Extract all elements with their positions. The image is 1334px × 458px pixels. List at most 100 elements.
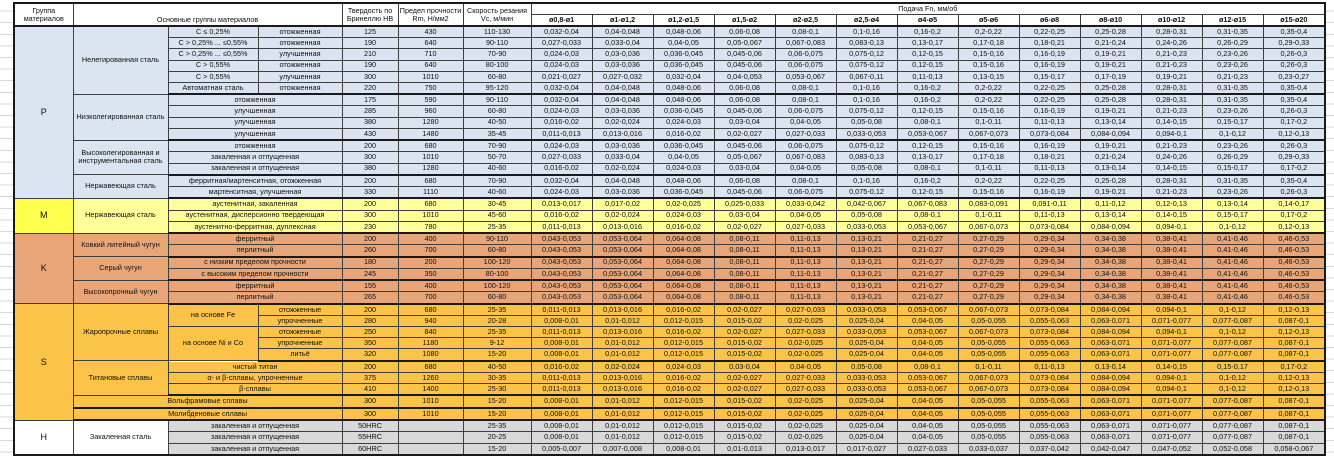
feed-value-cell: 0,03-0,04 (713, 116, 776, 129)
speed-cell: 25-30 (462, 383, 532, 397)
feed-value-cell: 0,008-0,01 (530, 431, 593, 444)
feed-value-cell: 0,18-0,21 (1018, 37, 1081, 50)
speed-cell: 15-20 (462, 442, 532, 456)
feed-value-cell: 0,073-0,084 (1018, 383, 1081, 397)
material-label-cell: закаленная и отпущенная (167, 162, 343, 176)
feed-value-cell: 0,27-0,29 (957, 279, 1020, 293)
feed-value-cell: 0,036-0,045 (652, 59, 715, 72)
feed-value-cell: 0,015-0,02 (713, 419, 776, 433)
feed-value-cell: 0,067-0,073 (957, 303, 1020, 316)
feed-value-cell: 0,013-0,017 (530, 197, 593, 211)
feed-value-cell: 0,024-0,03 (530, 48, 593, 61)
diameter-header-row: ø0,8-ø1 ø1-ø1,2 ø1,2-ø1,5 ø1,5-ø2 ø2-ø2,5 ø2,… (14, 13, 1326, 27)
feed-value-cell: 0,12-0,15 (896, 59, 959, 72)
feed-value-cell: 0,067-0,073 (957, 371, 1020, 385)
table-row: H Закаленная сталь закаленная и отпущенная… (13, 419, 1326, 456)
strength-cell: 350 (397, 267, 464, 282)
feed-value-cell: 0,027-0,033 (774, 326, 837, 339)
material-label-cell: упрочненные (257, 314, 343, 328)
feed-value-cell: 0,46-0,53 (1262, 279, 1326, 293)
feed-value-cell: 0,23-0,26 (1201, 186, 1264, 200)
material-label-cell: закаленная и отпущенная (167, 151, 343, 164)
feed-value-cell: 0,1-0,16 (835, 93, 898, 107)
header-strength: Предел прочности Rm, Н/мм2 (397, 2, 464, 27)
material-label-cell: с высоким пределом прочности (167, 267, 343, 282)
feed-value-cell: 0,027-0,033 (774, 303, 837, 316)
feed-value-cell: 0,071-0,077 (1140, 431, 1203, 444)
feed-value-cell: 0,087-0,1 (1262, 337, 1326, 350)
feed-value-cell: 0,087-0,1 (1262, 407, 1326, 422)
feed-value-cell: 0,11-0,13 (896, 70, 959, 83)
material-label-cell: отожженная (257, 37, 343, 50)
table-row: C > 0,25% ... ≤0,55% улучшенная 210 710 70-9… (14, 48, 1326, 61)
feed-value-cell: 0,15-0,17 (1201, 360, 1264, 373)
material-label-cell: Нержавеющая сталь (72, 197, 169, 234)
hardness-cell: 245 (341, 267, 399, 282)
feed-value-cell: 0,29-0,34 (1018, 232, 1081, 246)
feed-value-cell: 0,094-0,1 (1140, 383, 1203, 397)
feed-value-cell: 0,055-0,063 (1018, 337, 1081, 350)
feed-value-cell: 0,04-0,048 (591, 93, 654, 107)
feed-value-cell: 0,12-0,13 (1262, 303, 1326, 316)
feed-value-cell: 0,11-0,13 (774, 256, 837, 269)
feed-value-cell: 0,08-0,1 (774, 93, 837, 107)
header-diameter-range: ø15-ø20 (1262, 13, 1326, 27)
material-label-cell: аустенитно-ферритная, дуплексная (167, 220, 343, 235)
table-row: литьё 320 1080 15-20 0,008-0,01 0,01-0,012 0,0… (14, 348, 1326, 362)
material-label-cell: β-сплавы (167, 383, 343, 397)
feed-value-cell: 0,34-0,38 (1079, 267, 1142, 282)
material-label-cell: на основе Ni и Co (167, 326, 259, 362)
feed-value-cell: 0,063-0,071 (1079, 394, 1142, 409)
feed-value-cell: 0,027-0,032 (591, 70, 654, 83)
strength-cell: 960 (397, 105, 464, 118)
feed-value-cell: 0,1-0,16 (835, 174, 898, 188)
feed-value-cell: 0,025-0,04 (835, 419, 898, 433)
feed-value-cell: 0,15-0,17 (1201, 116, 1264, 129)
feed-value-cell: 0,22-0,25 (1018, 81, 1081, 96)
hardness-cell: 380 (341, 116, 399, 129)
speed-cell: 15-20 (462, 394, 532, 409)
feed-value-cell: 0,04-0,05 (774, 116, 837, 129)
feed-value-cell: 0,05-0,055 (957, 419, 1020, 433)
feed-value-cell: 0,064-0,08 (652, 232, 715, 246)
feed-value-cell: 0,11-0,13 (1018, 162, 1081, 176)
feed-value-cell: 0,41-0,46 (1201, 256, 1264, 269)
speed-cell: 60-80 (462, 70, 532, 83)
feed-value-cell: 0,015-0,02 (713, 431, 776, 444)
table-row: перлитный 260 700 60-80 0,043-0,053 0,053-0,0… (14, 244, 1326, 258)
feed-value-cell: 0,045-0,06 (713, 105, 776, 118)
feed-value-cell: 0,03-0,04 (713, 209, 776, 222)
table-row: упрочненные 350 1180 9-12 0,008-0,01 0,01-0,0… (14, 337, 1326, 350)
feed-value-cell: 0,016-0,02 (652, 383, 715, 397)
hardness-cell: 410 (341, 383, 399, 397)
hardness-cell: 285 (341, 105, 399, 118)
feed-value-cell: 0,08-0,11 (713, 256, 776, 269)
hardness-cell: 175 (341, 93, 399, 107)
feed-value-cell: 0,27-0,29 (957, 232, 1020, 246)
material-label-cell: Титановые сплавы (72, 360, 169, 396)
speed-cell: 30-35 (462, 371, 532, 385)
feed-value-cell: 0,055-0,063 (1018, 348, 1081, 362)
feed-value-cell: 0,41-0,46 (1201, 291, 1264, 305)
feed-value-cell: 0,048-0,06 (652, 174, 715, 188)
feed-value-cell: 0,064-0,08 (652, 256, 715, 269)
table-row: Высокопрочный чугун ферритный 155 400 100-12… (14, 279, 1326, 305)
feed-value-cell: 0,13-0,15 (957, 70, 1020, 83)
feed-value-cell: 0,017-0,027 (835, 442, 898, 456)
feed-value-cell: 0,1-0,16 (835, 25, 898, 39)
feed-value-cell: 0,013-0,016 (591, 127, 654, 142)
table-row: β-сплавы 410 1400 25-30 0,011-0,013 0,013-0,0… (14, 383, 1326, 397)
feed-value-cell: 0,025-0,04 (835, 314, 898, 328)
speed-cell: 90-110 (462, 232, 532, 246)
hardness-cell: 430 (341, 127, 399, 142)
feed-value-cell: 0,22-0,25 (1018, 174, 1081, 188)
header-hardness: Твердость по Бринеллю НВ (341, 2, 399, 27)
material-label-cell: C > 0,55% (167, 59, 259, 72)
feed-value-cell: 0,06-0,075 (774, 186, 837, 200)
feed-value-cell: 0,067-0,083 (774, 37, 837, 50)
strength-cell (397, 431, 464, 444)
hardness-cell: 320 (341, 348, 399, 362)
table-row: на основе Ni и Co отожженные 250 840 25-35 0,… (14, 326, 1326, 362)
speed-cell: 100-120 (462, 256, 532, 269)
header-diameter-range: ø5-ø6 (957, 13, 1020, 27)
